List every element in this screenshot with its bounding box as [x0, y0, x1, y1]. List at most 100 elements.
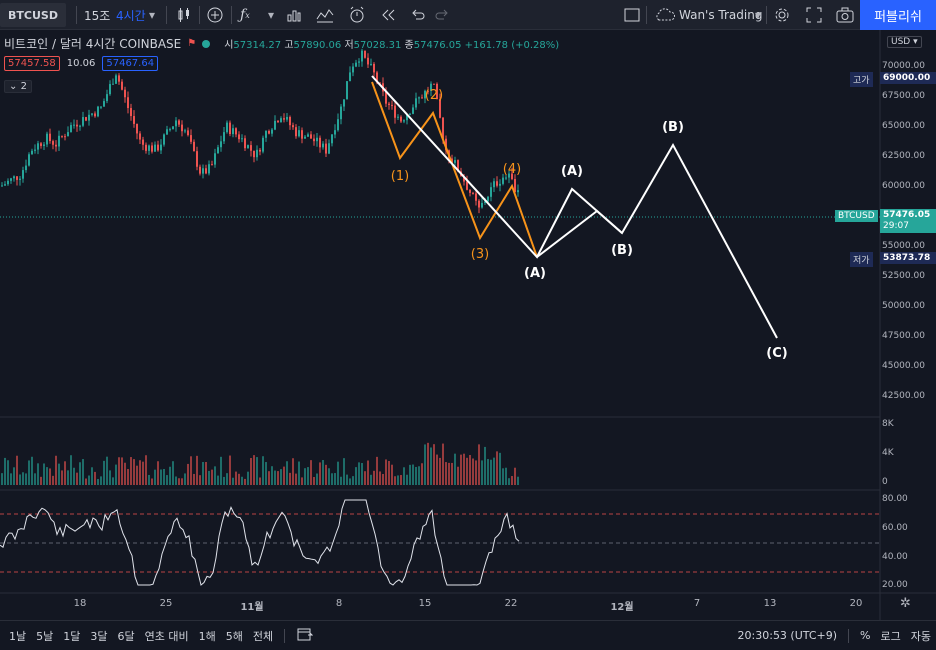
- candle-body: [19, 178, 21, 180]
- candle-body: [298, 130, 300, 137]
- candle-body: [157, 144, 159, 151]
- candle-body: [214, 153, 216, 165]
- candle-body: [46, 133, 48, 145]
- candle-body: [499, 183, 501, 186]
- candle-body: [400, 116, 402, 122]
- log-toggle[interactable]: 로그: [880, 629, 901, 643]
- candle-body: [112, 83, 114, 85]
- clock[interactable]: 20:30:53 (UTC+9): [737, 629, 838, 642]
- publish-button[interactable]: 퍼블리쉬: [860, 0, 936, 30]
- candle-body: [58, 135, 60, 147]
- alert-icon[interactable]: [348, 0, 366, 30]
- template-icon[interactable]: [316, 0, 334, 30]
- price-chart[interactable]: (1) (2) (3) (4) (A) (A) (B) (B) (C): [0, 0, 936, 620]
- currency-selector[interactable]: USD ▾: [887, 36, 922, 48]
- expand-icon[interactable]: [806, 0, 822, 30]
- time-tick: 13: [763, 598, 777, 609]
- range-button[interactable]: 1해: [198, 629, 216, 643]
- gear-icon[interactable]: [774, 0, 790, 30]
- candle-body: [148, 145, 150, 151]
- candle-body: [79, 125, 81, 127]
- elliott-waves: (1) (2) (3) (4) (A) (A) (B) (B) (C): [371, 75, 788, 361]
- volume-bar: [190, 456, 192, 485]
- candle-body: [223, 132, 225, 142]
- compare-add-icon[interactable]: [206, 0, 224, 30]
- candle-body: [508, 173, 510, 178]
- range-button[interactable]: 5해: [225, 629, 243, 643]
- orange-wave-label: (2): [425, 88, 443, 103]
- volume-bar: [235, 471, 237, 485]
- candle-body: [193, 141, 195, 152]
- candle-body: [289, 116, 291, 126]
- candle-type-icon[interactable]: [176, 0, 192, 30]
- indicators-collapse-button[interactable]: ⌄ 2: [4, 80, 32, 93]
- range-button[interactable]: 1날: [9, 629, 27, 643]
- volume-bar: [148, 474, 150, 485]
- candle-body: [190, 135, 192, 142]
- candle-body: [367, 57, 369, 65]
- percent-toggle[interactable]: %: [860, 629, 871, 642]
- volume-bar: [268, 471, 270, 485]
- chevron-down-icon[interactable]: ▾: [268, 8, 275, 22]
- candle-body: [481, 202, 483, 208]
- volume-bar: [484, 446, 486, 485]
- undo-icon[interactable]: [410, 0, 426, 30]
- volume-bar: [163, 468, 165, 485]
- candle-body: [280, 118, 282, 123]
- flag-icon[interactable]: ⚑: [187, 38, 197, 49]
- gear-icon[interactable]: ✲: [900, 596, 911, 611]
- volume-bar: [46, 467, 48, 485]
- fullscreen-toggle-icon[interactable]: [624, 0, 640, 30]
- range-button[interactable]: 3달: [90, 629, 108, 643]
- symbol-search[interactable]: BTCUSD: [0, 3, 66, 27]
- volume-bar: [82, 459, 84, 485]
- chevron-down-icon[interactable]: ▾: [755, 8, 762, 22]
- candle-body: [406, 114, 408, 121]
- symbol-title[interactable]: 비트코인 / 달러 4시간 COINBASE: [4, 37, 182, 51]
- range-button[interactable]: 6달: [117, 629, 135, 643]
- candle-body: [133, 116, 135, 124]
- candle-body: [430, 83, 432, 91]
- volume-bar: [10, 473, 12, 485]
- ohlc-values: 시57314.27 고57890.06 저57028.31 종57476.05 …: [224, 40, 560, 51]
- volume-bar: [430, 447, 432, 485]
- volume-bar: [448, 462, 450, 485]
- chevron-down-icon[interactable]: ▾: [149, 8, 156, 22]
- range-button[interactable]: 연초 대비: [144, 629, 189, 643]
- market-status-icon[interactable]: [202, 39, 211, 48]
- volume-bar: [283, 466, 285, 485]
- camera-icon[interactable]: [836, 0, 854, 30]
- volume-bar: [349, 478, 351, 485]
- auto-toggle[interactable]: 자동: [910, 629, 931, 643]
- goto-date-icon[interactable]: [291, 627, 319, 644]
- redo-icon[interactable]: [434, 0, 450, 30]
- layout-name[interactable]: Wan's Trading: [679, 8, 763, 22]
- volume-bar: [250, 458, 252, 485]
- replay-icon[interactable]: [380, 0, 396, 30]
- volume-bar: [310, 460, 312, 485]
- bar-chart-icon[interactable]: [286, 0, 302, 30]
- candle-body: [322, 143, 324, 148]
- candle-body: [76, 124, 78, 127]
- candle-body: [316, 137, 318, 142]
- volume-bar: [19, 474, 21, 485]
- volume-bar: [94, 471, 96, 485]
- divider: [166, 6, 167, 24]
- volume-bar: [493, 457, 495, 485]
- range-button[interactable]: 1달: [63, 629, 81, 643]
- volume-bar: [475, 460, 477, 485]
- volume-bar: [373, 470, 375, 485]
- volume-bar: [73, 467, 75, 485]
- rsi-tick: 80.00: [882, 494, 908, 504]
- interval-selector[interactable]: 4시간: [116, 8, 146, 23]
- buy-price-button[interactable]: 57467.64: [102, 56, 159, 71]
- volume-bar: [253, 455, 255, 485]
- sell-price-button[interactable]: 57457.58: [4, 56, 60, 71]
- range-button[interactable]: 5날: [36, 629, 54, 643]
- candle-body: [226, 122, 228, 133]
- range-button[interactable]: 전체: [252, 629, 274, 643]
- volume-bar: [100, 476, 102, 485]
- interval-fav[interactable]: 15조: [84, 8, 111, 23]
- volume-bar: [502, 468, 504, 485]
